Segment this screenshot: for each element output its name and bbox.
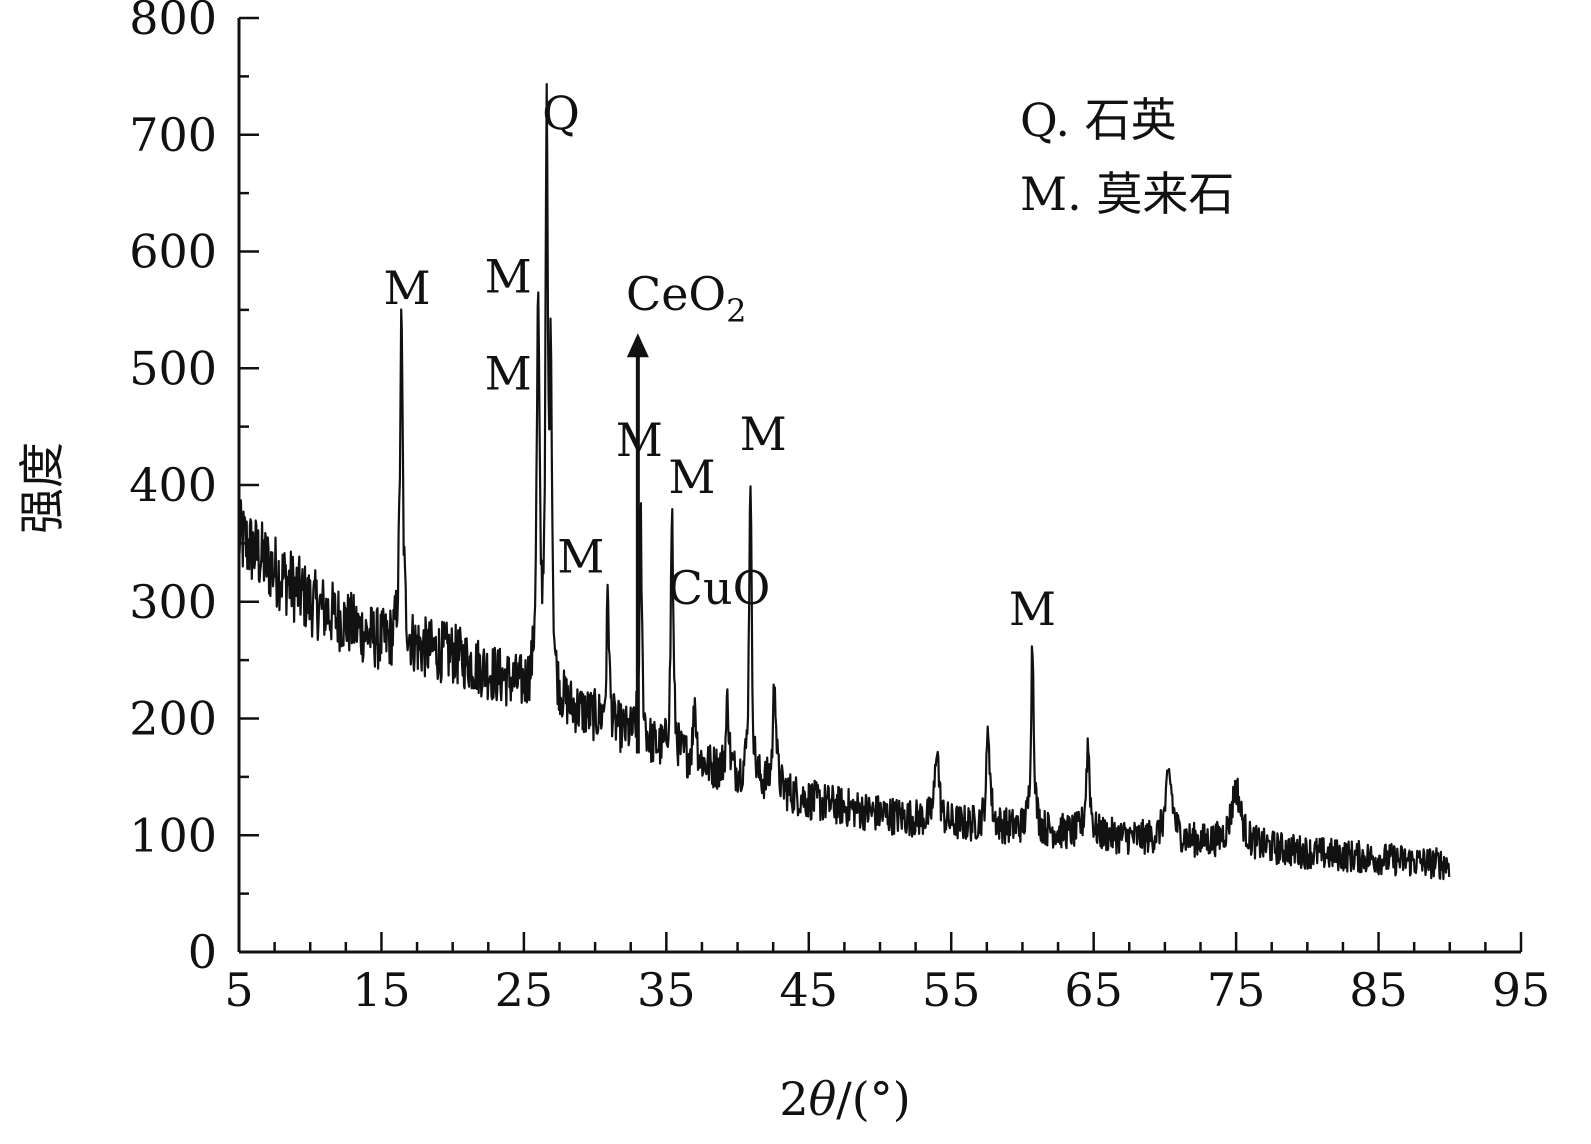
legend-entry-quartz: Q. 石英 [1020,93,1177,147]
peak-annotations: MQMMMMMMCuOM [384,86,1056,636]
y-tick-label: 400 [129,458,217,512]
peak-label-m: M [740,407,787,461]
x-tick-label: 95 [1492,963,1551,1017]
peak-label-m: M [668,450,715,504]
peak-label-m: M [384,261,431,315]
x-tick-label: 45 [780,963,839,1017]
x-axis-title-suffix: /(°) [836,1072,910,1126]
y-tick-label: 500 [129,341,217,395]
x-tick-label: 25 [495,963,554,1017]
xrd-pattern-line [237,83,1451,881]
peak-label-m: M [485,346,532,400]
y-tick-label: 700 [129,108,217,162]
x-ticks: 5 15 25 35 45 55 65 75 85 95 [224,932,1550,1017]
y-ticks: 0 100 200 300 400 500 600 700 800 [129,0,259,979]
peak-label-m: M [1009,582,1056,636]
x-tick-label: 75 [1207,963,1266,1017]
x-tick-label: 35 [637,963,696,1017]
y-tick-label: 100 [129,808,217,862]
y-tick-label: 0 [188,925,217,979]
peak-label-cuo: CuO [668,561,771,615]
ceo2-label-main: CeO [626,267,726,321]
x-tick-label: 85 [1349,963,1408,1017]
peak-label-m: M [557,530,604,584]
legend-entry-mullite: M. 莫来石 [1020,167,1234,221]
y-tick-label: 600 [129,225,217,279]
ceo2-label-subscript: 2 [726,292,746,330]
x-tick-label: 15 [352,963,411,1017]
y-tick-label: 300 [129,575,217,629]
peak-label-m: M [485,249,532,303]
x-axis-title: 2θ/(°) [779,1072,910,1126]
ceo2-label: CeO2 [626,267,747,330]
y-axis-title: 强度 [15,442,69,534]
ceo2-arrow-annotation: CeO2 [626,267,747,754]
x-axis-title-prefix: 2 [779,1072,808,1126]
peak-label-q: Q [542,86,580,140]
y-tick-label: 800 [129,0,217,45]
arrow-head [626,333,649,358]
x-tick-label: 5 [224,963,253,1017]
y-tick-label: 200 [129,692,217,746]
x-axis-title-theta: θ [809,1072,837,1126]
legend: Q. 石英 M. 莫来石 [1020,93,1234,221]
x-tick-label: 65 [1064,963,1123,1017]
x-tick-label: 55 [922,963,981,1017]
